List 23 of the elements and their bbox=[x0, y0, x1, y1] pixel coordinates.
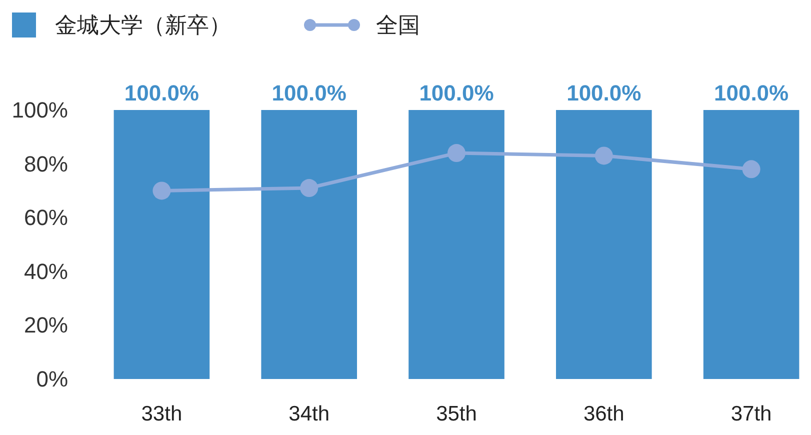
x-tick-label: 35th bbox=[436, 402, 477, 426]
point bbox=[300, 179, 318, 198]
point bbox=[742, 160, 760, 178]
x-tick-label: 37th bbox=[730, 402, 772, 426]
y-tick-label: 60% bbox=[24, 205, 68, 230]
y-tick-label: 80% bbox=[24, 151, 68, 176]
legend-label: 全国 bbox=[376, 12, 420, 38]
data-label: 100.0% bbox=[419, 80, 494, 106]
point bbox=[152, 182, 171, 200]
y-tick-label: 0% bbox=[36, 366, 68, 392]
legend-label: 金城大学（新卒） bbox=[55, 12, 231, 38]
y-tick-label: 20% bbox=[24, 312, 68, 338]
x-tick-label: 33th bbox=[141, 402, 182, 426]
data-label: 100.0% bbox=[272, 80, 346, 106]
data-label: 100.0% bbox=[566, 80, 642, 106]
data-label: 100.0% bbox=[124, 80, 200, 106]
y-tick-label: 40% bbox=[24, 258, 68, 284]
point bbox=[594, 146, 613, 165]
y-tick-label: 100% bbox=[12, 98, 68, 122]
x-tick-label: 34th bbox=[288, 402, 330, 426]
x-tick-label: 36th bbox=[583, 402, 624, 426]
data-label: 100.0% bbox=[714, 80, 789, 106]
point bbox=[448, 144, 466, 162]
